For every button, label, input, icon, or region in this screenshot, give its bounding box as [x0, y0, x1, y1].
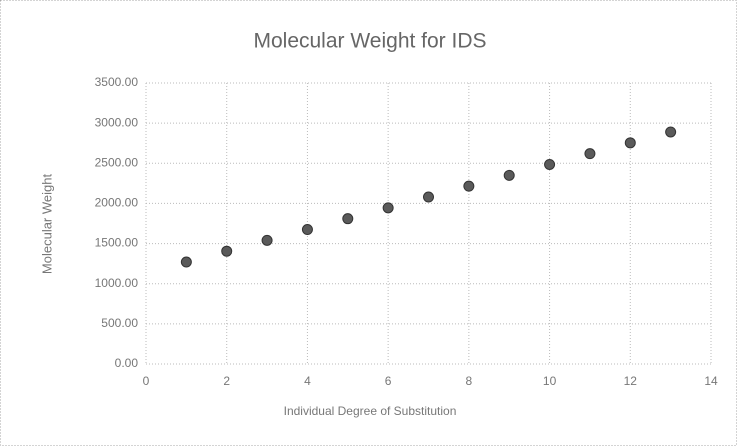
point — [342, 213, 354, 225]
x-tick-label: 12 — [624, 374, 638, 388]
y-tick-label: 0.00 — [115, 356, 139, 370]
chart-title: Molecular Weight for IDS — [253, 30, 486, 53]
x-tick-label: 10 — [543, 374, 557, 388]
point — [423, 191, 434, 203]
point — [301, 224, 313, 236]
point — [221, 245, 233, 257]
y-tick-label: 2000.00 — [95, 196, 139, 210]
point — [261, 234, 273, 246]
y-tick-label: 2500.00 — [95, 155, 139, 169]
point — [180, 256, 192, 268]
point — [624, 137, 636, 149]
x-tick-label: 8 — [466, 374, 473, 388]
y-tick-label: 3500.00 — [95, 75, 139, 89]
point — [544, 158, 556, 170]
y-tick-label: 3000.00 — [95, 115, 139, 129]
point — [463, 180, 475, 192]
x-tick-label: 0 — [143, 374, 150, 388]
x-tick-label: 6 — [385, 374, 392, 388]
y-tick-label: 1500.00 — [95, 236, 139, 250]
y-tick-label: 1000.00 — [95, 276, 139, 290]
point — [382, 202, 394, 214]
y-tick-label: 500.00 — [101, 316, 138, 330]
point — [665, 126, 677, 138]
x-tick-label: 14 — [704, 374, 718, 388]
point — [584, 148, 596, 160]
x-tick-label: 4 — [304, 374, 311, 388]
point — [503, 169, 515, 181]
y-axis-label: Molecular Weight — [39, 174, 54, 275]
x-axis-label: Individual Degree of Substitution — [284, 404, 457, 418]
x-tick-label: 2 — [223, 374, 230, 388]
